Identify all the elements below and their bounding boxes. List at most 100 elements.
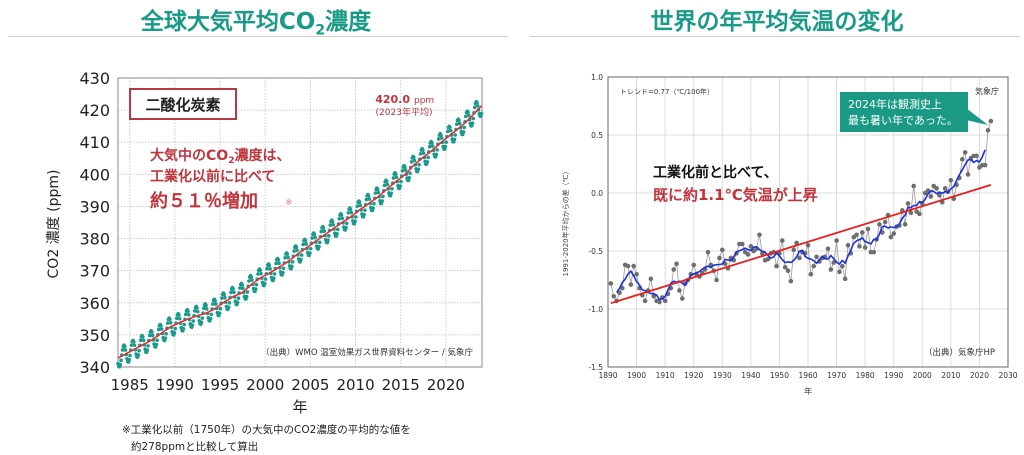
co2-message-line2: 工業化以前に比べて	[150, 168, 275, 185]
temp-annual-point	[717, 255, 722, 261]
co2-monthly-point	[182, 322, 187, 327]
co2-title-main: 全球大気平均CO	[140, 9, 316, 35]
co2-monthly-point	[247, 279, 251, 283]
temp-annual-point	[811, 263, 817, 269]
co2-monthly-point	[439, 136, 444, 140]
co2-monthly-point	[208, 316, 213, 321]
co2-monthly-point	[186, 313, 191, 317]
co2-monthly-point	[346, 210, 351, 215]
temp-source: （出典）気象庁HP	[924, 347, 995, 358]
temp-y-axis-label: 1991-2020年平均からの差（℃）	[561, 167, 570, 276]
temp-annual-point	[862, 245, 868, 250]
co2-message-line1-subscript: 2	[228, 156, 234, 166]
co2-monthly-point	[244, 294, 249, 299]
co2-monthly-point	[173, 326, 178, 331]
co2-monthly-point	[372, 201, 376, 206]
temp-annual-point	[911, 183, 917, 189]
co2-monthly-point	[364, 197, 369, 202]
co2-monthly-point	[165, 321, 170, 325]
co2-monthly-point	[454, 122, 459, 127]
temp-annual-point	[845, 242, 851, 248]
co2-monthly-point	[159, 327, 164, 331]
co2-monthly-point	[147, 333, 152, 338]
temp-annual-point	[714, 277, 719, 283]
temp-annual-point	[785, 268, 791, 274]
co2-monthly-point	[267, 263, 272, 268]
co2-monthly-point	[380, 199, 384, 203]
co2-monthly-point	[412, 158, 417, 163]
co2-monthly-point	[335, 227, 340, 232]
co2-monthly-point	[123, 348, 128, 352]
co2-monthly-point	[145, 348, 150, 352]
co2-monthly-point	[290, 264, 294, 269]
co2-monthly-point	[398, 184, 403, 188]
co2-monthly-point	[238, 286, 242, 290]
temp-annual-point	[748, 244, 754, 249]
co2-monthly-point	[384, 179, 389, 184]
temp-x-tick-label: 1990	[884, 371, 903, 380]
co2-monthly-point	[190, 323, 195, 327]
co2-monthly-point	[192, 309, 197, 313]
co2-monthly-point	[141, 338, 146, 343]
co2-y-tick-label: 420	[79, 101, 110, 120]
co2-plot-frame	[117, 77, 483, 368]
co2-monthly-point	[331, 222, 336, 227]
co2-monthly-point	[328, 223, 333, 227]
co2-monthly-point	[155, 338, 159, 342]
co2-footnote-line2: 約278ppmと比較して算出	[131, 440, 258, 453]
co2-monthly-point	[322, 229, 327, 234]
temp-x-tick-label: 1930	[713, 371, 732, 380]
co2-chart-title: 全球大気平均CO2濃度	[0, 2, 512, 39]
co2-monthly-point	[195, 309, 200, 314]
co2-monthly-point	[335, 232, 339, 236]
co2-latest-value: 420.0	[375, 93, 410, 106]
temp-callout-line2: 最も暑い年であった。	[848, 113, 958, 127]
co2-monthly-point	[375, 187, 380, 192]
co2-marks	[116, 100, 484, 369]
co2-x-axis-label: 年	[292, 398, 307, 416]
co2-monthly-point	[319, 229, 324, 234]
temp-annual-point	[834, 238, 839, 243]
co2-monthly-point	[150, 330, 154, 334]
co2-monthly-point	[250, 278, 254, 282]
temp-annual-point	[779, 238, 785, 243]
title-divider-left	[8, 36, 508, 37]
temp-annual-point	[657, 299, 662, 305]
co2-monthly-point	[354, 215, 358, 219]
temp-x-tick-label: 1970	[827, 371, 846, 380]
co2-monthly-point	[141, 335, 145, 339]
co2-monthly-point	[457, 118, 461, 123]
co2-x-tick-label: 1985	[111, 376, 149, 394]
temp-annual-point	[757, 232, 762, 238]
co2-monthly-point	[452, 137, 457, 142]
co2-monthly-point	[373, 191, 378, 195]
temp-trend-label: トレンド=0.77（℃/100年）	[620, 87, 714, 96]
co2-monthly-point	[156, 327, 161, 332]
co2-y-tick-label: 340	[79, 358, 110, 377]
co2-monthly-point	[199, 320, 204, 325]
co2-monthly-point	[277, 261, 281, 266]
co2-monthly-point	[472, 105, 477, 110]
co2-monthly-point	[222, 292, 226, 297]
co2-monthly-point	[202, 306, 206, 310]
co2-monthly-point	[367, 197, 372, 201]
co2-monthly-point	[390, 186, 394, 191]
temp-y-tick-label: -1.5	[588, 363, 603, 372]
co2-monthly-point	[371, 206, 375, 210]
co2-y-tick-label: 430	[79, 69, 110, 88]
temp-annual-point	[782, 264, 788, 270]
co2-monthly-point	[308, 251, 312, 255]
co2-monthly-point	[172, 330, 177, 335]
temp-annual-point	[619, 285, 625, 291]
callout-pointer	[966, 108, 988, 125]
temp-annual-point	[917, 211, 922, 217]
co2-monthly-point	[281, 266, 286, 271]
co2-monthly-point	[283, 255, 287, 260]
co2-monthly-point	[312, 232, 317, 237]
temp-annual-point	[617, 290, 622, 296]
co2-monthly-point	[213, 298, 217, 303]
co2-monthly-point	[448, 125, 452, 130]
temperature-chart: -1.5 -1.0 -0.5 0.0 0.5 1.0 1890 1900 1910 1920 193…	[561, 73, 1018, 396]
temp-annual-point	[905, 201, 911, 206]
